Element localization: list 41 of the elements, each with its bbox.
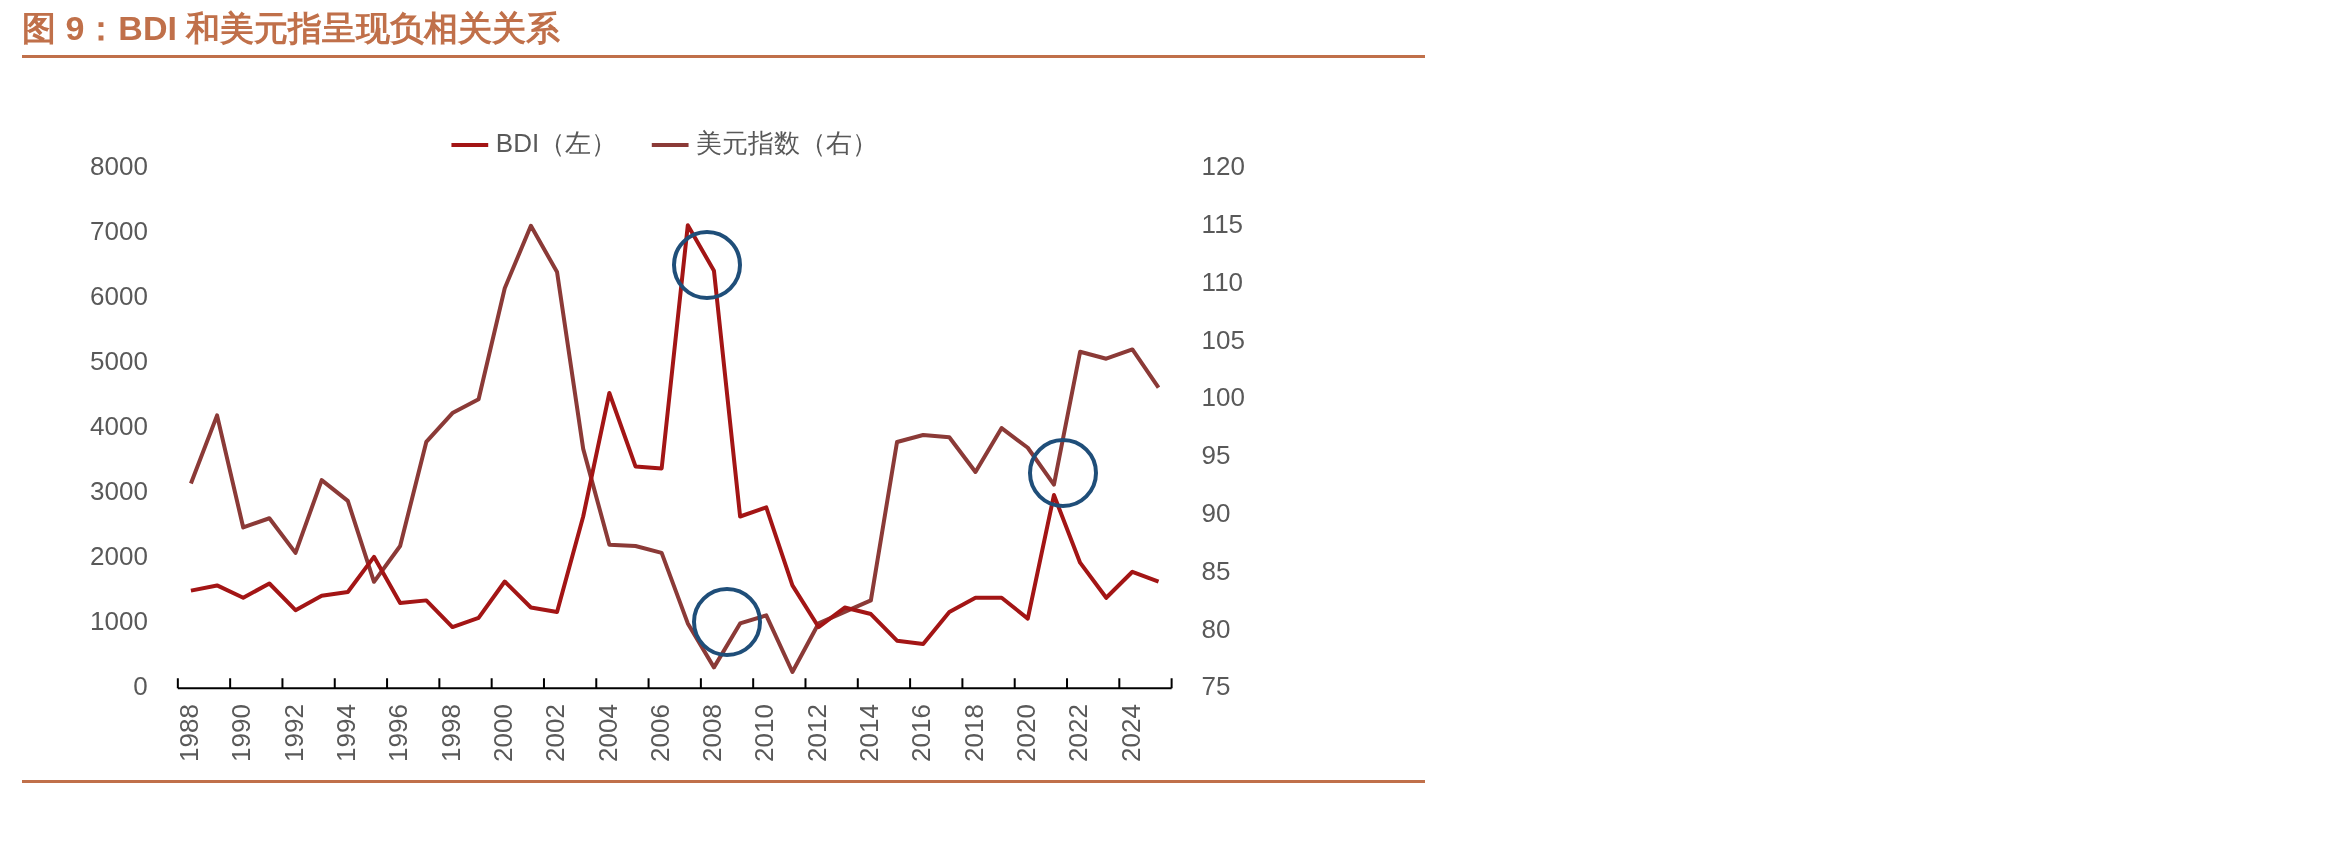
x-tick-label: 2024 xyxy=(1115,704,1146,762)
x-tick-label: 2014 xyxy=(854,704,885,762)
y-tick-label: 6000 xyxy=(90,281,148,312)
y2-tick-label: 120 xyxy=(1201,151,1246,182)
y-tick-label: 2000 xyxy=(90,541,148,572)
x-tick-label: 1998 xyxy=(435,704,466,762)
legend-label: BDI（左） xyxy=(495,128,618,159)
y2-tick-label: 80 xyxy=(1201,613,1231,644)
x-tick-label: 2018 xyxy=(958,704,989,762)
x-tick-label: 1996 xyxy=(383,704,414,762)
y-tick-label: 3000 xyxy=(90,476,148,507)
y2-tick-label: 85 xyxy=(1201,555,1231,586)
y-tick-label: 4000 xyxy=(90,411,148,442)
y2-tick-label: 90 xyxy=(1201,497,1231,528)
y-tick-label: 5000 xyxy=(90,346,148,377)
x-tick-label: 1994 xyxy=(331,704,361,762)
y-tick-label: 1000 xyxy=(90,606,148,637)
x-tick-label: 2008 xyxy=(697,704,728,762)
x-tick-label: 1988 xyxy=(174,704,205,762)
y2-tick-label: 100 xyxy=(1201,382,1246,413)
chart-title: 图 9：BDI 和美元指呈现负相关关系 xyxy=(22,8,561,49)
legend-label: 美元指数（右） xyxy=(696,128,879,159)
x-tick-label: 2022 xyxy=(1063,704,1094,762)
y2-tick-label: 115 xyxy=(1201,208,1244,239)
x-tick-label: 1990 xyxy=(226,704,257,762)
x-tick-label: 2012 xyxy=(801,704,832,762)
y2-tick-label: 95 xyxy=(1201,440,1231,471)
x-tick-label: 2020 xyxy=(1010,704,1041,762)
y-tick-label: 7000 xyxy=(90,216,148,247)
x-tick-label: 2016 xyxy=(906,704,937,762)
x-tick-label: 2010 xyxy=(749,704,780,762)
x-tick-label: 2004 xyxy=(592,704,623,762)
y-tick-label: 8000 xyxy=(90,151,148,182)
y2-tick-label: 110 xyxy=(1201,266,1244,297)
y2-tick-label: 105 xyxy=(1201,324,1246,355)
x-tick-label: 2000 xyxy=(487,704,518,762)
x-tick-label: 2006 xyxy=(644,704,675,762)
x-tick-label: 1992 xyxy=(278,704,309,762)
y-tick-label: 0 xyxy=(133,671,148,702)
y2-tick-label: 75 xyxy=(1201,671,1231,702)
x-tick-label: 2002 xyxy=(540,704,571,762)
